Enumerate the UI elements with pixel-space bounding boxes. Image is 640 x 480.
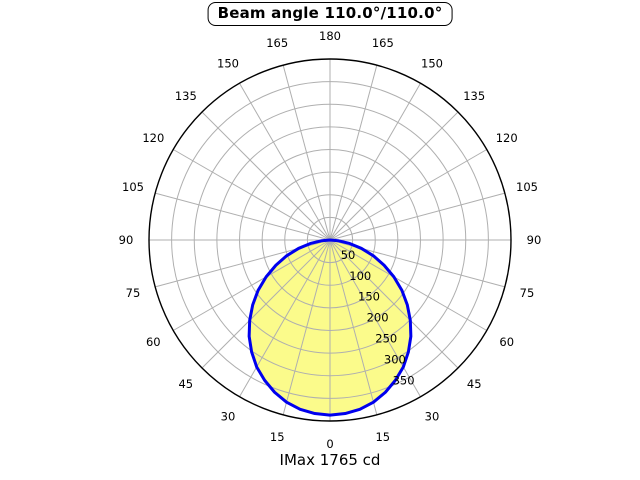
svg-text:50: 50 bbox=[341, 248, 356, 262]
svg-text:45: 45 bbox=[467, 377, 482, 391]
svg-text:135: 135 bbox=[175, 89, 197, 103]
svg-text:165: 165 bbox=[372, 36, 394, 50]
svg-text:30: 30 bbox=[221, 410, 236, 424]
svg-text:120: 120 bbox=[496, 131, 518, 145]
svg-text:75: 75 bbox=[126, 286, 141, 300]
svg-text:15: 15 bbox=[270, 430, 285, 444]
svg-text:135: 135 bbox=[463, 89, 485, 103]
svg-text:300: 300 bbox=[384, 352, 406, 366]
svg-text:180: 180 bbox=[319, 29, 341, 43]
svg-text:350: 350 bbox=[393, 373, 415, 387]
svg-text:165: 165 bbox=[266, 36, 288, 50]
svg-text:150: 150 bbox=[421, 56, 443, 70]
svg-text:120: 120 bbox=[142, 131, 164, 145]
angle-tick-labels: 0 15 15 30 30 45 45 60 60 75 75 90 90 105 105 120 120 135… bbox=[119, 29, 542, 451]
svg-text:0: 0 bbox=[326, 437, 333, 451]
svg-text:60: 60 bbox=[499, 335, 514, 349]
outer-ring bbox=[148, 58, 512, 422]
svg-text:250: 250 bbox=[375, 332, 397, 346]
svg-text:90: 90 bbox=[119, 233, 134, 247]
svg-text:30: 30 bbox=[425, 410, 440, 424]
svg-text:15: 15 bbox=[375, 430, 390, 444]
svg-text:150: 150 bbox=[217, 56, 239, 70]
svg-text:150: 150 bbox=[358, 290, 380, 304]
svg-text:45: 45 bbox=[178, 377, 193, 391]
svg-text:90: 90 bbox=[527, 233, 542, 247]
svg-text:60: 60 bbox=[146, 335, 161, 349]
svg-text:200: 200 bbox=[367, 311, 389, 325]
svg-text:105: 105 bbox=[516, 180, 538, 194]
chart-title: Beam angle 110.0°/110.0° bbox=[207, 2, 453, 26]
svg-text:100: 100 bbox=[349, 269, 371, 283]
polar-grid bbox=[149, 59, 511, 421]
imax-label: IMax 1765 cd bbox=[279, 451, 381, 469]
svg-text:105: 105 bbox=[122, 180, 144, 194]
beam-curve bbox=[247, 238, 413, 417]
radius-tick-labels: 50 100 150 200 250 300 350 bbox=[341, 248, 415, 387]
svg-text:75: 75 bbox=[520, 286, 535, 300]
